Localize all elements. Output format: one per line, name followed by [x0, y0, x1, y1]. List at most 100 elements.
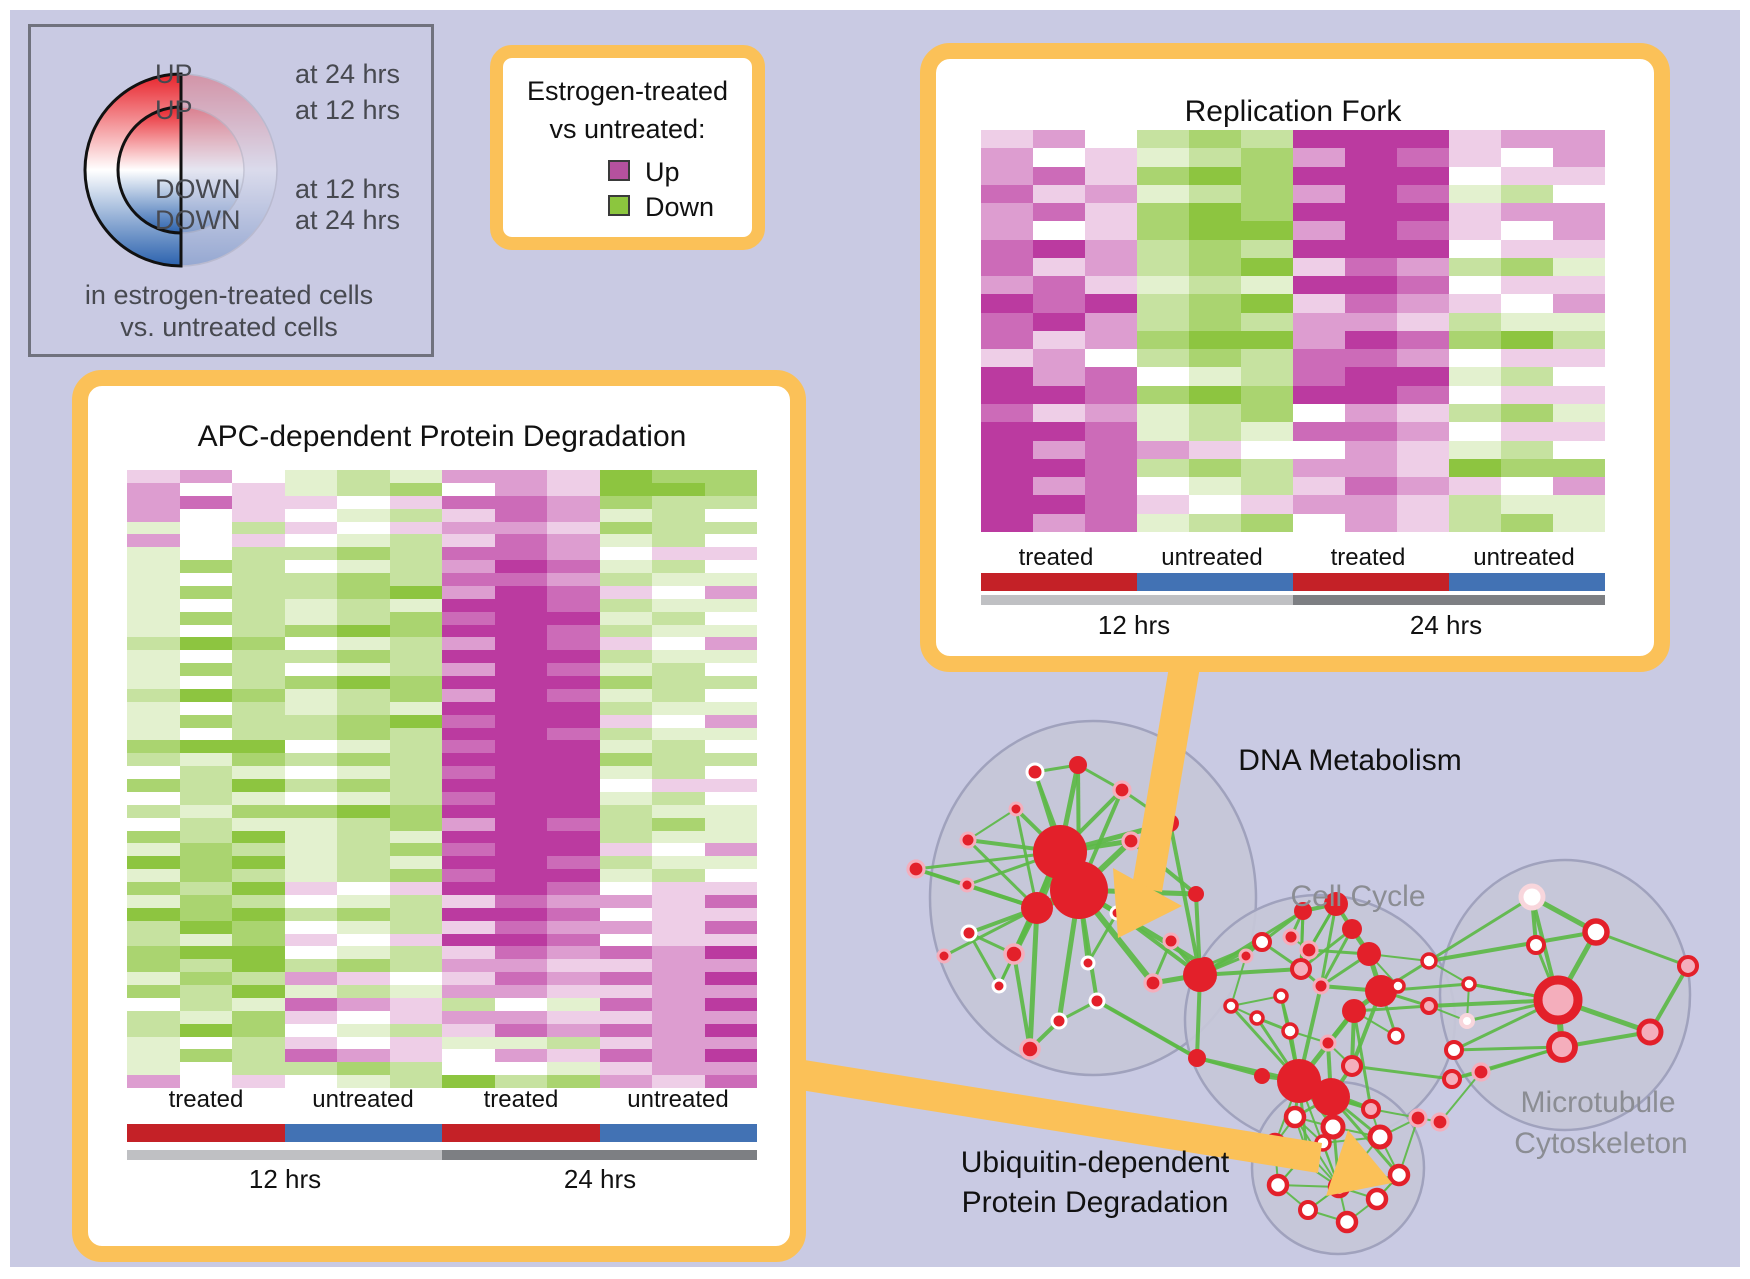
heatmap-cell [1397, 330, 1449, 350]
heatmap-cell [442, 650, 495, 664]
heatmap-cell [1033, 276, 1085, 295]
heatmap-cell [1137, 403, 1189, 423]
heatmap-cell [1449, 458, 1501, 478]
heatmap-cell [1293, 367, 1345, 386]
color-key-title-1: Estrogen-treated [526, 76, 729, 106]
heatmap-cell [494, 637, 547, 651]
heatmap-cell [652, 1062, 705, 1076]
heatmap-cell [1553, 184, 1605, 204]
heatmap-cell [179, 1049, 232, 1063]
heatmap-cell [704, 779, 757, 792]
heatmap-cell [232, 1023, 285, 1037]
heatmap-cell [652, 933, 705, 947]
network-node-w [1444, 1040, 1464, 1060]
heatmap-cell [389, 508, 442, 522]
heatmap-cell [704, 843, 757, 857]
heatmap-cell [494, 534, 547, 548]
heatmap-cell [389, 521, 442, 535]
heatmap-cell [284, 650, 337, 664]
heatmap-cell [232, 482, 285, 496]
heatmap-cell [494, 663, 547, 676]
heatmap-cell [232, 894, 285, 908]
heatmap-cell [232, 882, 285, 895]
heatmap-cell [1345, 257, 1397, 277]
heatmap-cell [1085, 349, 1137, 368]
heatmap-cell [1553, 294, 1605, 313]
heatmap-cell [1293, 203, 1345, 222]
condition-color-bar [981, 573, 1605, 591]
heatmap-cell [179, 663, 232, 676]
heatmap-cell [1449, 513, 1501, 532]
network-label-microtubule: Microtubule [1520, 1086, 1675, 1119]
heatmap-cell [652, 663, 705, 676]
heatmap-cell [337, 676, 390, 689]
heatmap-cell [981, 330, 1033, 350]
heatmap-cell [494, 714, 547, 728]
heatmap-cell [599, 817, 652, 831]
heatmap-cell [547, 676, 600, 689]
heatmap-cell [981, 257, 1033, 277]
heatmap-cell [704, 907, 757, 921]
heatmap-cell [652, 946, 705, 960]
heatmap-cell [704, 701, 757, 715]
heatmap-cell [442, 920, 495, 934]
heatmap-cell [547, 727, 600, 741]
heatmap-cell [232, 791, 285, 805]
heatmap-cell [652, 1023, 705, 1037]
heatmap-cell [1137, 495, 1189, 514]
heatmap-cell [599, 894, 652, 908]
heatmap-cell [337, 1010, 390, 1024]
heatmap-cell [337, 598, 390, 612]
heatmap-cell [1189, 312, 1241, 331]
heatmap-cell [232, 817, 285, 831]
heatmap-cell [337, 740, 390, 754]
heatmap-cell [284, 753, 337, 767]
heatmap-cell [442, 1062, 495, 1076]
heatmap-cell [547, 624, 600, 638]
heatmap-cell [1033, 239, 1085, 258]
heatmap-cell [179, 650, 232, 664]
heatmap-cell [389, 598, 442, 612]
heatmap-cell [179, 907, 232, 921]
heatmap-cell [127, 1036, 180, 1050]
heatmap-cell [704, 856, 757, 870]
heatmap-cell [179, 521, 232, 535]
heatmap-cell [599, 997, 652, 1011]
heatmap-cell [547, 714, 600, 728]
heatmap-cell [1293, 239, 1345, 258]
network-node-s [1188, 886, 1204, 902]
heatmap-cell [232, 560, 285, 573]
network-edge [1196, 1056, 1263, 1078]
heatmap-cell [494, 482, 547, 496]
heatmap-cell [652, 882, 705, 895]
heatmap-cell [547, 688, 600, 702]
heatmap-cell [1033, 403, 1085, 423]
heatmap-cell [547, 946, 600, 960]
heatmap-cell [1501, 276, 1553, 295]
heatmap-cell [232, 637, 285, 651]
heatmap-cell [494, 650, 547, 664]
heatmap-cell [442, 534, 495, 548]
network-node-w [1298, 1200, 1318, 1220]
heatmap-cell [1293, 495, 1345, 514]
heatmap-cell [704, 534, 757, 548]
heatmap-cell [547, 882, 600, 895]
network-node-f [1080, 955, 1096, 971]
heatmap-cell [704, 1075, 757, 1088]
heatmap-cell [1085, 495, 1137, 514]
heatmap-cell [652, 521, 705, 535]
heatmap-cell [494, 585, 547, 599]
heatmap-cell [1553, 203, 1605, 222]
heatmap-cell [127, 470, 180, 483]
network-node-s [1294, 902, 1312, 920]
legend-down-24-time: at 24 hrs [294, 205, 400, 235]
heatmap-cell [389, 560, 442, 573]
heatmap-cell [981, 513, 1033, 532]
heatmap-cell [1345, 239, 1397, 258]
heatmap-cell [442, 894, 495, 908]
network-edge [967, 808, 1017, 841]
network-node-p [1340, 1054, 1364, 1078]
heatmap-cell [389, 920, 442, 934]
heatmap-cell [179, 753, 232, 767]
heatmap-cell [1293, 294, 1345, 313]
